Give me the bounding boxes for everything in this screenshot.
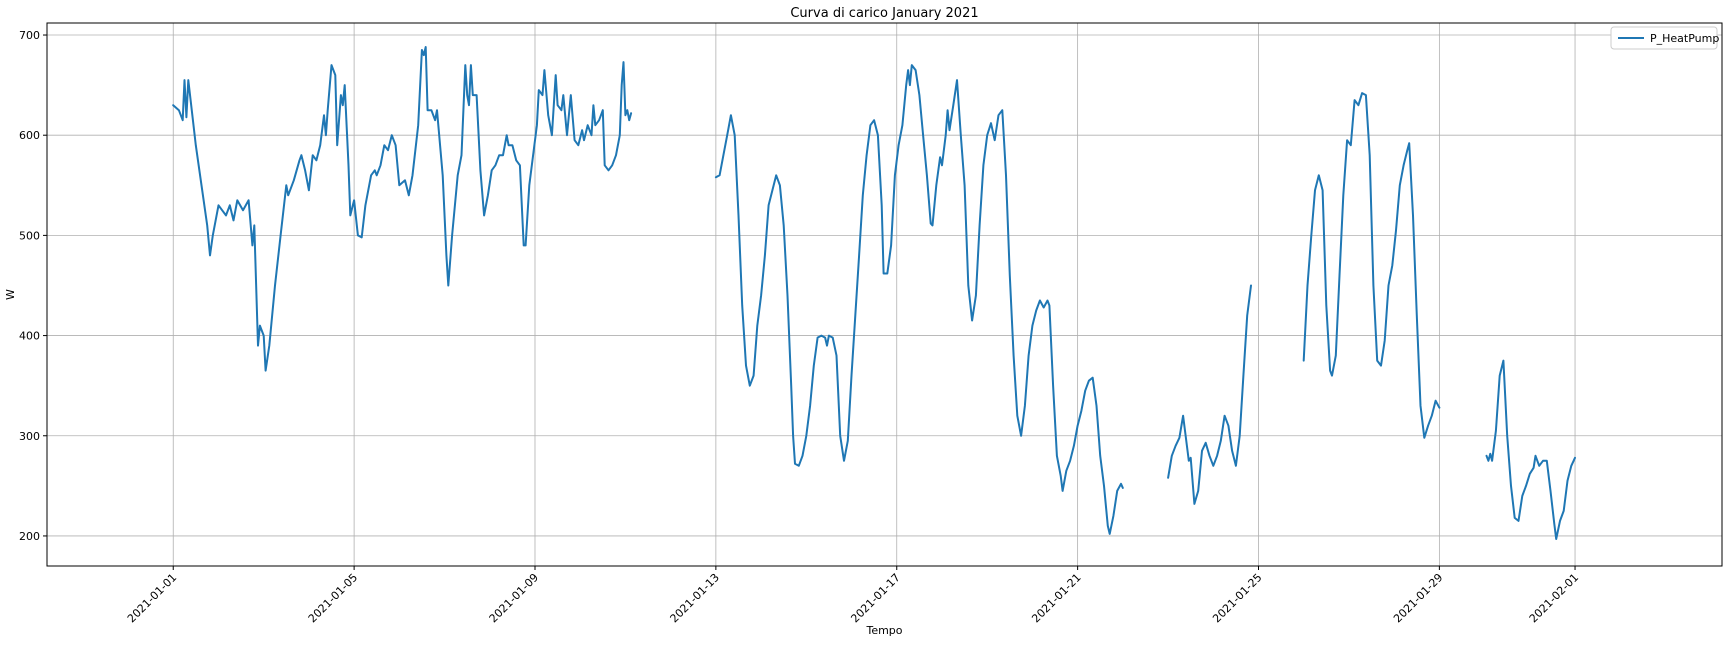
- y-axis-label: W: [4, 289, 17, 300]
- legend-entry-label: P_HeatPump: [1650, 32, 1719, 45]
- legend-box: [1610, 26, 1718, 50]
- series-line-segment: [172, 46, 633, 372]
- y-tick-label: 300: [19, 430, 40, 443]
- y-tick-label: 200: [19, 530, 40, 543]
- x-axis-label: Tempo: [865, 624, 902, 637]
- series-line-segment: [1485, 359, 1576, 540]
- series-line-segment: [1167, 284, 1252, 505]
- series-lines: [172, 46, 1576, 540]
- series-line-segment: [714, 64, 1124, 535]
- y-tick-label: 400: [19, 330, 40, 343]
- legend: P_HeatPump: [1610, 26, 1719, 50]
- y-tick-label: 700: [19, 29, 40, 42]
- y-tick-label: 600: [19, 129, 40, 142]
- y-axis: 200 300 400 500 600 700: [19, 29, 47, 543]
- series-line-segment: [1302, 92, 1441, 439]
- y-tick-label: 500: [19, 229, 40, 242]
- chart-title: Curva di carico January 2021: [790, 6, 978, 21]
- plot-frame: [46, 22, 1723, 567]
